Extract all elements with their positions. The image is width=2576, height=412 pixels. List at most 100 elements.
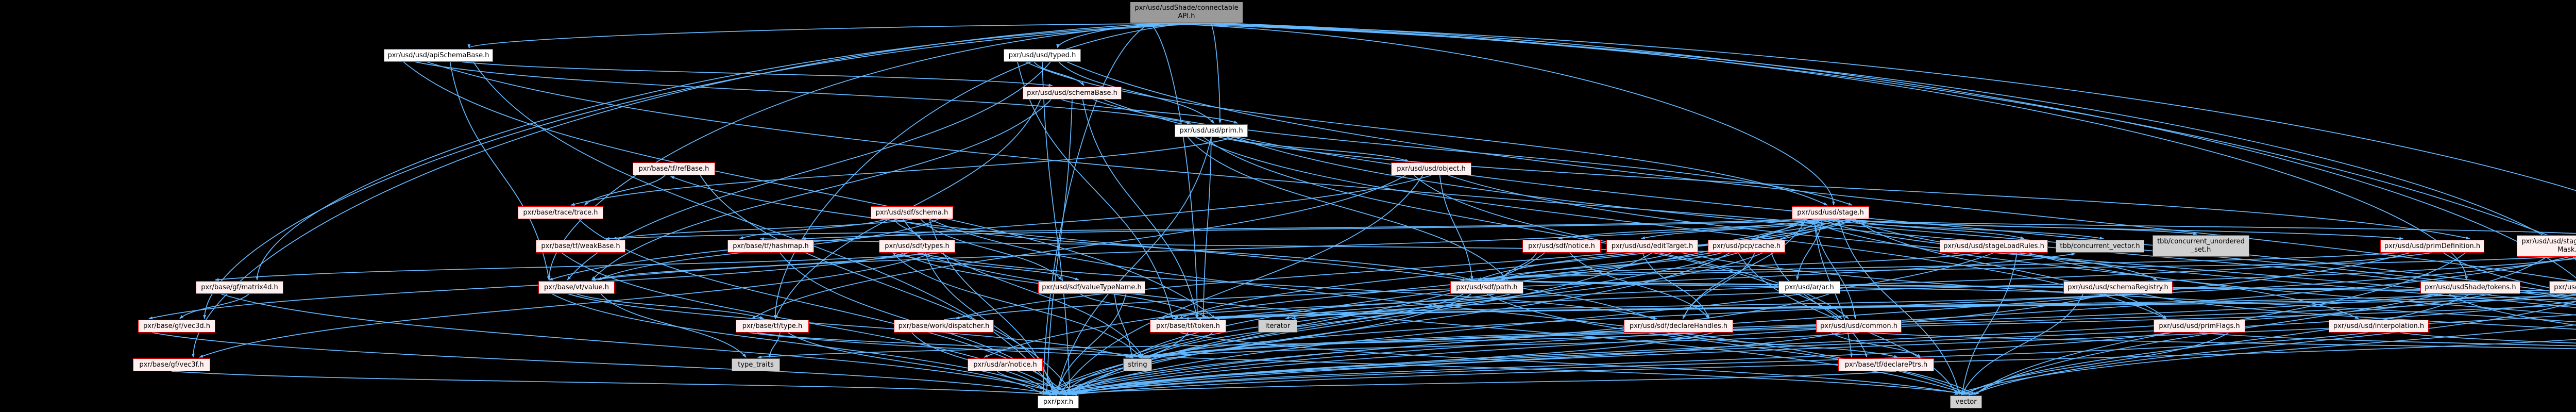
node-dispatcher[interactable]: pxr/base/work/dispatcher.h [894, 320, 994, 333]
node-vec3d[interactable]: pxr/base/gf/vec3d.h [138, 320, 215, 333]
edge-apiSchemaBase-to-schemaBase [462, 61, 1053, 87]
edge-common-to-usdApi [1868, 332, 2576, 350]
node-schemaRegistry[interactable]: pxr/usd/usd/schemaRegistry.h [2063, 281, 2173, 294]
edge-stage-to-pcpcache [1755, 219, 1839, 239]
edge-sdftypes-to-matrix4d [214, 252, 942, 282]
edge-stage-to-tftoken [1178, 219, 1815, 319]
edge-shadeOutput-to-string [1129, 304, 2576, 359]
edge-apiSchemaBase-to-prim [415, 61, 1191, 124]
node-declarePtrs[interactable]: pxr/base/tf/declarePtrs.h [1838, 358, 1934, 371]
edge-stageLoadRules-to-vector [1961, 252, 2018, 395]
edge-root-to-shadeTypes [1223, 23, 2576, 279]
node-sdfschema[interactable]: pxr/usd/sdf/schema.h [871, 206, 953, 219]
node-common[interactable]: pxr/usd/usd/common.h [1816, 320, 1902, 333]
edge-editTarget-to-pxrh [1043, 252, 1653, 395]
node-iterator: iterator [1258, 320, 1297, 333]
edge-vtvalue-to-tftype [576, 293, 764, 319]
node-shadeTokens[interactable]: pxr/usd/usdShade/tokens.h [2420, 281, 2520, 294]
node-tbbunordered: tbb/concurrent_unordered _set.h [2153, 235, 2249, 257]
edge-valueTypeName-to-pxrh [1056, 293, 1127, 395]
edge-schemaRegistry-to-vector [1961, 293, 2083, 395]
edge-tftype-to-string [756, 332, 1148, 358]
edge-shadeTokens-to-shadeApi [2449, 293, 2576, 326]
edge-stage-to-tbbunordered [1846, 219, 2198, 236]
edge-shadeInput-to-pxrh [1053, 301, 2576, 395]
node-hashmap[interactable]: pxr/base/tf/hashmap.h [727, 240, 814, 253]
node-stagePopulationMask[interactable]: pxr/usd/usd/stagePopulation Mask.h [2517, 235, 2576, 257]
edge-sdftypes-to-declareHandles [917, 252, 1657, 320]
edge-prim-to-trace [570, 137, 1235, 206]
edge-stage-to-stageLoadRules [1846, 219, 2025, 239]
node-tftoken[interactable]: pxr/base/tf/token.h [1150, 320, 1226, 333]
edge-common-to-string [1145, 332, 1859, 359]
node-trace[interactable]: pxr/base/trace/trace.h [518, 206, 603, 219]
edge-shadeOutput-to-tftoken [1172, 298, 2576, 320]
node-refBase[interactable]: pxr/base/tf/refBase.h [633, 162, 715, 175]
node-sdftypes[interactable]: pxr/usd/sdf/types.h [879, 240, 955, 253]
edge-sdfschema-to-sdftypes [894, 219, 921, 239]
edge-schemaRegistry-to-pxrh [1066, 293, 2107, 395]
edge-root-to-shadeInput [1150, 23, 2576, 261]
edge-sdfnotice-to-declareHandles [1569, 252, 1710, 319]
edge-apiSchemaBase-to-vtvalue [449, 61, 550, 281]
edge-matrix4d-to-vec3d [179, 293, 249, 319]
edge-sdfschema-to-hashmap [739, 219, 886, 239]
edge-root-to-shadeApi [1186, 23, 2576, 248]
edge-stageLoadRules-to-pxrh [1062, 252, 1994, 395]
edge-declareHandles-to-refBase [670, 176, 1656, 320]
edge-arnotice-to-pxrh [996, 371, 1074, 395]
edge-primFlags-to-pxrh [1062, 332, 2171, 395]
edge-apiSchemaBase-to-tftoken [403, 61, 1216, 319]
edge-schemaBase-to-pxrh [1045, 99, 1073, 395]
edge-root-to-matrix4d [256, 23, 1199, 281]
edge-tftype-to-vector [749, 332, 1973, 396]
edge-pcpcache-to-sdfpath [1483, 252, 1722, 281]
edge-common-to-pxrh [1046, 332, 1841, 395]
edge-editTarget-to-usdApi [1681, 252, 2576, 323]
edge-tftoken-to-string [1138, 332, 1213, 358]
node-pcpcache[interactable]: pxr/usd/pcp/cache.h [1708, 240, 1785, 253]
node-vtvalue[interactable]: pxr/base/vt/value.h [538, 281, 615, 294]
node-arnotice[interactable]: pxr/usd/ar/notice.h [968, 358, 1043, 371]
edge-sdfpath-to-tftoken [1160, 293, 1495, 320]
edge-declarePtrs-to-pxrh [1053, 371, 1896, 396]
node-arar: pxr/usd/ar/ar.h [1778, 281, 1840, 294]
node-matrix4d[interactable]: pxr/base/gf/matrix4d.h [196, 281, 283, 294]
node-object[interactable]: pxr/usd/usd/object.h [1391, 162, 1471, 175]
node-sdfnotice[interactable]: pxr/usd/sdf/notice.h [1522, 240, 1601, 253]
edge-stage-to-editTarget [1640, 219, 1839, 240]
edge-stage-to-stagePopulationMask [1814, 219, 2576, 234]
node-stage[interactable]: pxr/usd/usd/stage.h [1792, 206, 1869, 219]
edge-sdftypes-to-vec3f [199, 252, 934, 358]
edge-typed-to-stage [1025, 61, 1828, 206]
node-root: pxr/usd/usdShade/connectable API.h [1130, 2, 1243, 23]
node-primDefinition[interactable]: pxr/usd/usd/primDefinition.h [2380, 240, 2484, 253]
edge-stage-to-primDefinition [1830, 219, 2404, 240]
node-schemaBase[interactable]: pxr/usd/usd/schemaBase.h [1023, 87, 1122, 100]
edge-shadeOutput-to-vector [1954, 324, 2576, 395]
node-vec3f[interactable]: pxr/base/gf/vec3f.h [133, 358, 210, 371]
node-editTarget[interactable]: pxr/usd/usd/editTarget.h [1606, 240, 1698, 253]
edge-shadeTokens-to-string [1138, 293, 2439, 359]
edge-prim-to-sdfpath [1187, 137, 1508, 281]
edge-pcpcache-to-declarePtrs [1771, 252, 1868, 358]
node-declareHandles[interactable]: pxr/usd/sdf/declareHandles.h [1624, 320, 1733, 333]
node-tftype[interactable]: pxr/base/tf/type.h [736, 320, 809, 333]
node-primFlags[interactable]: pxr/usd/usd/primFlags.h [2154, 320, 2245, 333]
edge-pcpcache-to-string [1127, 252, 1764, 358]
node-shadeInput[interactable]: pxr/usd/usdShade/input.h [2549, 281, 2576, 294]
edge-stagePopulationMask-to-pxrh [1049, 256, 2570, 395]
node-prim: pxr/usd/usd/prim.h [1175, 124, 1248, 137]
edge-schemaBase-to-prim [1061, 99, 1238, 124]
edge-typed-to-schemaBase [1033, 61, 1084, 86]
node-stageLoadRules[interactable]: pxr/usd/usd/stageLoadRules.h [1940, 240, 2048, 253]
node-valueTypeName[interactable]: pxr/usd/sdf/valueTypeName.h [1038, 281, 1145, 294]
node-sdfpath[interactable]: pxr/usd/sdf/path.h [1450, 281, 1523, 294]
edge-typed-to-prim [1058, 61, 1215, 124]
node-interpolation[interactable]: pxr/usd/usd/interpolation.h [2329, 320, 2429, 333]
edge-object-to-tftype [751, 175, 1406, 319]
edge-matrix4d-to-pxrh [221, 293, 1064, 395]
node-weakBase[interactable]: pxr/base/tf/weakBase.h [536, 240, 625, 253]
edge-object-to-vtvalue [548, 175, 1432, 281]
node-vector: vector [1950, 395, 1982, 408]
